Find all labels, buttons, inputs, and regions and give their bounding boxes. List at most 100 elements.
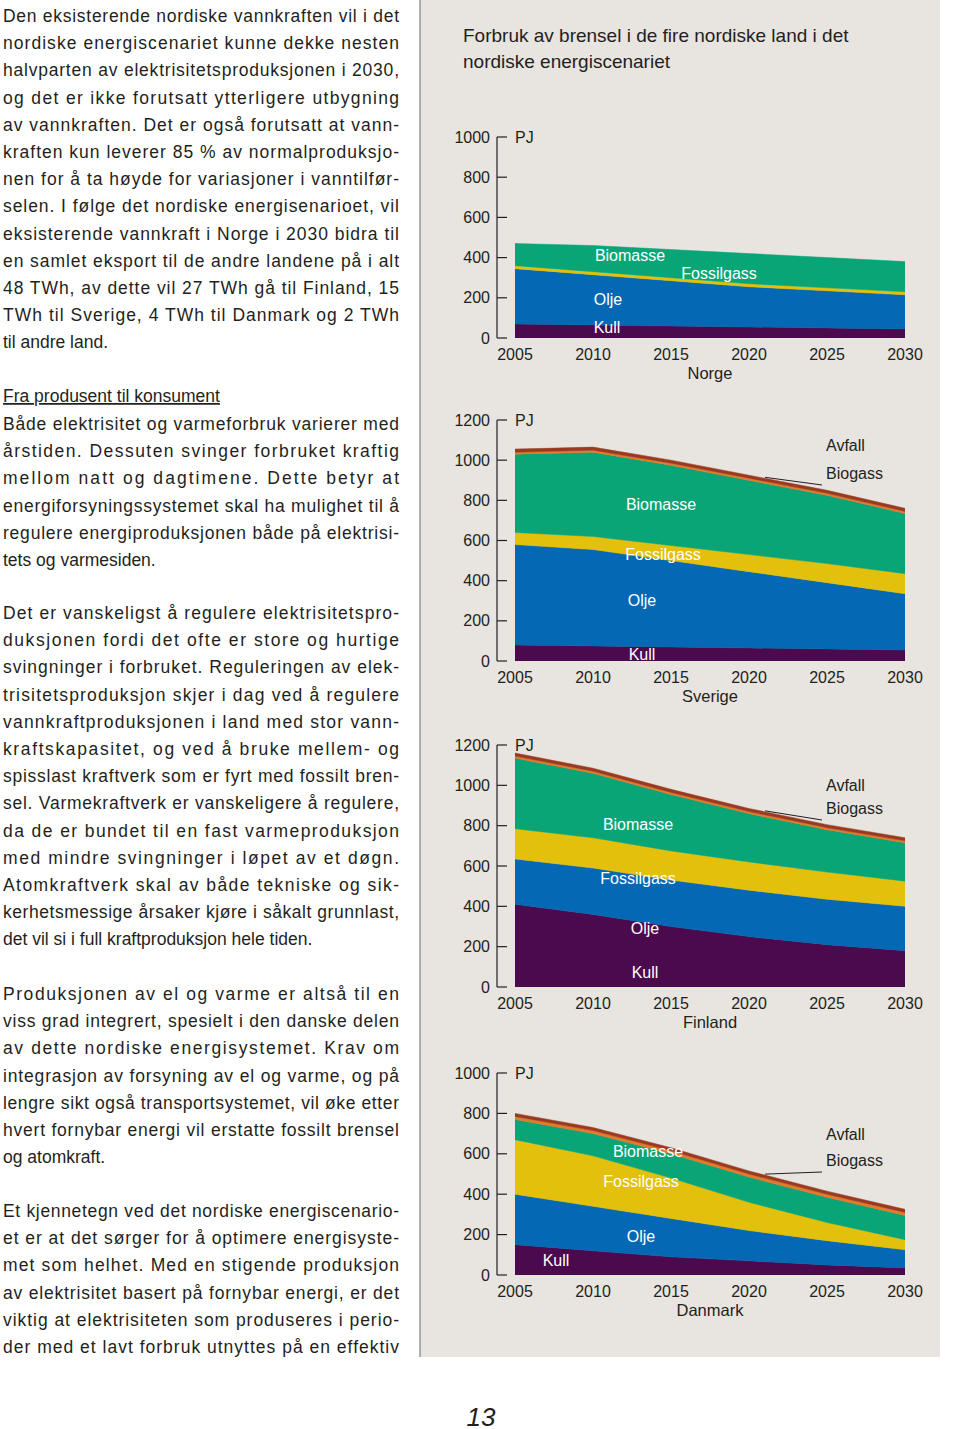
- body-line: hvert fornybar energi vil erstatte fossi…: [3, 1120, 399, 1140]
- x-tick-label: 2015: [653, 669, 689, 686]
- area-layer: [515, 1116, 905, 1215]
- y-tick-label: 200: [463, 1226, 490, 1243]
- y-tick-label: 200: [463, 289, 490, 306]
- body-line: kerhetsmessige årsaker kjøre i såkalt gr…: [3, 902, 399, 922]
- series-label: Fossilgass: [681, 265, 757, 282]
- chart-panel: [420, 0, 940, 1357]
- body-line: Et kjennetegn ved det nordiske energisce…: [3, 1201, 399, 1221]
- area-layer: [515, 1113, 905, 1212]
- y-tick: [497, 297, 507, 298]
- series-label: Avfall: [826, 1126, 865, 1143]
- body-line: og det er ikke forutsatt ytterligere utb…: [3, 88, 399, 108]
- y-tick-label: 400: [463, 1186, 490, 1203]
- body-line: duksjonen fordi det ofte er store og hur…: [3, 630, 399, 650]
- y-tick-label: 800: [463, 169, 490, 186]
- body-line: Atomkraftverk skal av både tekniske og s…: [3, 875, 399, 895]
- page: Den eksisterende nordiske vannkraften vi…: [0, 0, 960, 1429]
- body-line: mellom natt og dagtimene. Dette betyr at: [3, 468, 399, 488]
- x-tick-label: 2025: [809, 1283, 845, 1300]
- body-line: det vil si i full kraftproduksjon hele t…: [3, 929, 312, 949]
- x-tick-label: 2015: [653, 1283, 689, 1300]
- area-layer: [515, 447, 905, 511]
- y-axis-label: PJ: [515, 1065, 534, 1082]
- series-label: Kull: [543, 1252, 570, 1269]
- y-tick-label: 400: [463, 572, 490, 589]
- body-line: selen. I følge det nordiske energisenari…: [3, 196, 399, 216]
- x-tick-label: 2005: [497, 1283, 533, 1300]
- x-tick-label: 2025: [809, 346, 845, 363]
- body-line: da de er bundet til en fast varmeproduks…: [3, 821, 399, 841]
- body-line: med mindre svingninger i løpet av et døg…: [3, 848, 399, 868]
- panel-rule: [420, 0, 421, 1357]
- leader-line: [765, 811, 822, 820]
- body-line: av dette nordiske energisystemet. Krav o…: [3, 1038, 399, 1058]
- x-tick-label: 2030: [887, 1283, 923, 1300]
- y-tick-label: 600: [463, 858, 490, 875]
- body-line: tets og varmesiden.: [3, 550, 156, 570]
- body-line: TWh til Sverige, 4 TWh til Danmark og 2 …: [3, 305, 399, 325]
- body-line: 48 TWh, av dette vil 27 TWh gå til Finla…: [3, 278, 399, 298]
- y-tick-label: 200: [463, 938, 490, 955]
- x-tick-label: 2025: [809, 995, 845, 1012]
- y-tick: [497, 906, 507, 907]
- area-chart: 02004006008001000PJ200520102015202020252…: [454, 129, 922, 383]
- y-tick-label: 400: [463, 898, 490, 915]
- body-line: regulere energiproduksjonen både på elek…: [3, 523, 399, 543]
- x-tick-label: 2020: [731, 669, 767, 686]
- y-tick-label: 800: [463, 492, 490, 509]
- series-label: Kull: [632, 964, 659, 981]
- y-tick: [497, 825, 507, 826]
- chart-title: Norge: [688, 364, 733, 382]
- body-line: Produksjonen av el og varme er altså til…: [3, 984, 399, 1004]
- y-tick-label: 1000: [454, 1065, 490, 1082]
- y-axis-label: PJ: [515, 737, 534, 754]
- y-tick-label: 800: [463, 817, 490, 834]
- x-tick-label: 2015: [653, 346, 689, 363]
- plot-area: [515, 1113, 905, 1275]
- series-label: Avfall: [826, 777, 865, 794]
- x-tick-label: 2020: [731, 346, 767, 363]
- y-tick-label: 1200: [454, 737, 490, 754]
- body-line: integrasjon av forsyning av el og varme,…: [3, 1066, 399, 1086]
- area-layer: [515, 753, 905, 841]
- area-chart: 02004006008001000PJ200520102015202020252…: [454, 1065, 922, 1320]
- x-tick-label: 2010: [575, 995, 611, 1012]
- series-label: Olje: [631, 920, 660, 937]
- body-line: til andre land.: [3, 332, 108, 352]
- x-tick-label: 2020: [731, 1283, 767, 1300]
- y-tick: [497, 620, 507, 621]
- y-tick-label: 800: [463, 1105, 490, 1122]
- x-tick-label: 2025: [809, 669, 845, 686]
- area-layer: [515, 758, 905, 881]
- body-line: halvparten av elektrisitetsproduksjonen …: [3, 60, 399, 80]
- y-tick-label: 600: [463, 532, 490, 549]
- y-tick: [497, 1234, 507, 1235]
- y-tick: [497, 540, 507, 541]
- series-label: Fossilgass: [625, 546, 701, 563]
- x-tick-label: 2010: [575, 1283, 611, 1300]
- y-tick: [497, 946, 507, 947]
- y-tick: [497, 580, 507, 581]
- y-tick-label: 1200: [454, 412, 490, 429]
- body-line: viss grad integrert, spesielt i den dans…: [3, 1011, 399, 1031]
- body-line: en samlet eksport til de andre landene p…: [3, 251, 399, 271]
- series-label: Olje: [594, 291, 623, 308]
- body-line: energiforsyningssystemet skal ha mulighe…: [3, 496, 399, 516]
- y-tick: [497, 1274, 507, 1275]
- body-line: trisitetsproduksjon skjer i dag ved å re…: [3, 685, 399, 705]
- y-tick-label: 600: [463, 209, 490, 226]
- area-chart: 020040060080010001200PJ20052010201520202…: [454, 737, 922, 1032]
- body-line: viktig at elektrisiteten som produseres …: [3, 1310, 399, 1330]
- y-tick-label: 200: [463, 612, 490, 629]
- x-tick-label: 2030: [887, 669, 923, 686]
- series-label: Fossilgass: [603, 1173, 679, 1190]
- y-tick: [497, 744, 507, 745]
- y-tick: [497, 500, 507, 501]
- body-line: årstiden. Dessuten svinger forbruket kra…: [3, 441, 399, 461]
- series-label: Biomasse: [626, 496, 696, 513]
- leader-line: [765, 1172, 822, 1174]
- body-line: spisslast kraftverk som er fyrt med foss…: [3, 766, 399, 786]
- y-axis-label: PJ: [515, 129, 534, 146]
- plot-area: [515, 447, 905, 661]
- area-chart: 020040060080010001200PJ20052010201520202…: [454, 412, 922, 706]
